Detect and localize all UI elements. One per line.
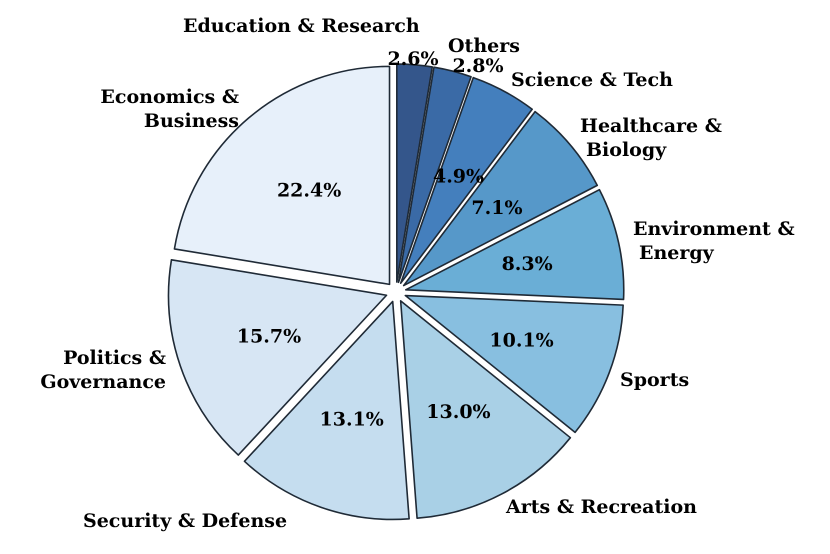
percent-label-arts-and-recreation: 13.0% <box>426 401 490 423</box>
pie-slice-others <box>397 66 472 284</box>
category-label-science-and-tech: Science & Tech <box>511 69 673 91</box>
pie-slice-arts-and-recreation <box>399 300 572 520</box>
category-label-line: Biology <box>586 139 667 161</box>
percent-label-politics-and-governance: 15.7% <box>237 325 301 347</box>
category-label-line: Energy <box>639 242 715 264</box>
category-label-others: Others <box>448 35 520 57</box>
percent-label-education-and-research: 2.6% <box>387 48 438 70</box>
percent-label-science-and-tech: 4.9% <box>433 166 484 188</box>
category-label-line: Education & Research <box>183 15 420 37</box>
category-label-line: Healthcare & <box>580 115 722 137</box>
category-label-politics-and-governance: Politics & Governance <box>40 347 166 393</box>
category-label-line: Business <box>144 110 239 132</box>
category-label-environment-and-energy: Environment & Energy <box>633 218 795 264</box>
category-label-education-and-research: Education & Research <box>183 15 420 37</box>
category-label-economics-and-business: Economics & Business <box>100 86 239 132</box>
percent-label-economics-and-business: 22.4% <box>277 180 341 202</box>
pie-slice-healthcare-and-biology <box>402 110 599 287</box>
category-label-line: Environment & <box>633 218 795 240</box>
percent-label-others: 2.8% <box>452 55 503 77</box>
pie-slice-security-and-defense <box>243 300 410 521</box>
category-label-line: Science & Tech <box>511 69 673 91</box>
pie-slice-science-and-tech <box>399 76 533 284</box>
percent-label-security-and-defense: 13.1% <box>320 409 384 431</box>
category-label-healthcare-and-biology: Healthcare & Biology <box>580 115 722 161</box>
category-label-line: Arts & Recreation <box>505 496 697 518</box>
category-label-line: Politics & <box>63 347 166 369</box>
percent-labels: 2.6% 2.8% 4.9% 7.1% 8.3% 10.1% 13.0% 13.1% 15.7%… <box>237 48 554 431</box>
category-label-line: Others <box>448 35 520 57</box>
category-label-sports: Sports <box>620 369 689 391</box>
category-label-line: Governance <box>40 371 166 393</box>
category-label-line: Sports <box>620 369 689 391</box>
percent-label-environment-and-energy: 8.3% <box>502 253 553 275</box>
percent-label-healthcare-and-biology: 7.1% <box>471 197 522 219</box>
category-label-security-and-defense: Security & Defense <box>83 510 287 532</box>
pie-slice-sports <box>404 294 624 434</box>
pie-slices <box>167 63 625 521</box>
percent-label-sports: 10.1% <box>489 329 553 351</box>
category-label-arts-and-recreation: Arts & Recreation <box>505 496 697 518</box>
pie-slice-environment-and-energy <box>404 188 625 301</box>
pie-slice-economics-and-business <box>173 65 391 286</box>
category-label-line: Economics & <box>100 86 239 108</box>
pie-slice-education-and-research <box>396 63 434 283</box>
category-label-line: Security & Defense <box>83 510 287 532</box>
category-labels: Education & Research Others Science & Tech… <box>40 15 794 532</box>
pie-slice-politics-and-governance <box>167 258 388 456</box>
